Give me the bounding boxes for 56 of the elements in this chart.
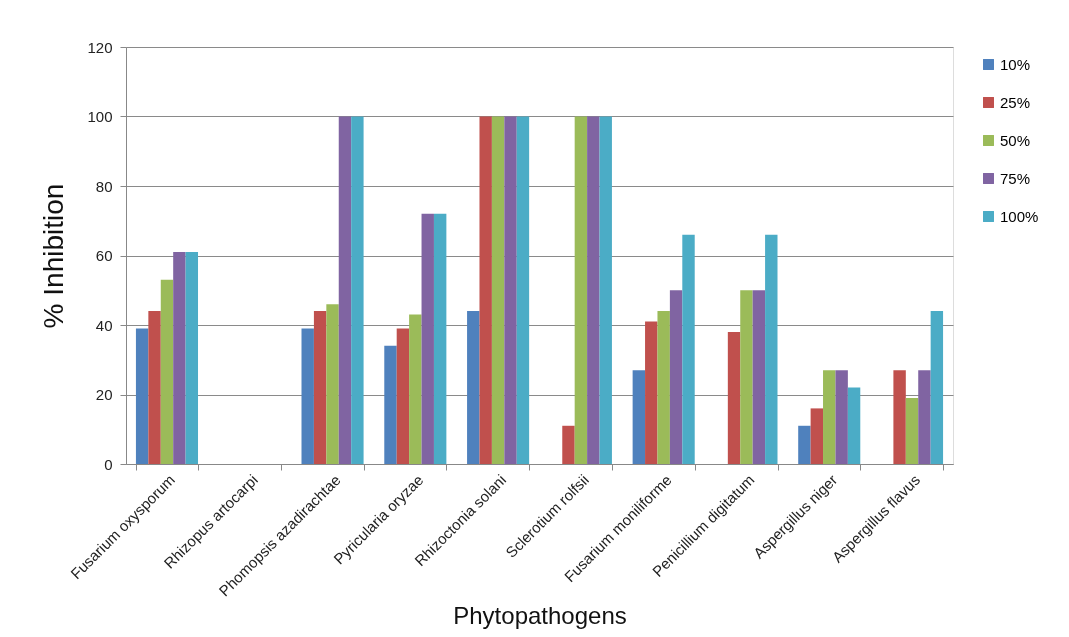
bar	[433, 213, 447, 464]
bar	[847, 387, 861, 464]
bar	[351, 116, 364, 464]
legend-label: 75%	[1000, 169, 1031, 187]
bar	[740, 290, 753, 464]
legend-label: 100%	[1000, 207, 1039, 225]
bar	[160, 279, 174, 464]
bar	[918, 370, 931, 464]
bar	[326, 304, 339, 464]
bar	[682, 234, 695, 464]
y-axis-title: % Inhibition	[38, 183, 70, 329]
y-tick-label: 0	[104, 455, 113, 473]
bar	[752, 290, 766, 464]
bar	[491, 116, 505, 464]
bar	[823, 370, 836, 464]
y-tick-label: 120	[87, 38, 113, 56]
bar	[338, 116, 352, 464]
y-tick-label: 40	[95, 316, 113, 334]
bar	[409, 314, 422, 464]
bar	[645, 321, 658, 464]
bar	[185, 252, 199, 464]
bar	[599, 116, 612, 464]
bar	[905, 397, 919, 464]
y-tick-label: 60	[95, 247, 113, 264]
bar	[516, 116, 530, 464]
bar	[798, 425, 811, 464]
bar	[504, 116, 517, 464]
bar	[632, 370, 646, 464]
bar	[421, 213, 434, 464]
bar	[148, 311, 161, 464]
bar	[173, 252, 186, 464]
y-tick-label: 20	[95, 386, 113, 403]
bar	[574, 116, 588, 464]
y-tick-label: 80	[95, 177, 113, 195]
x-axis-title: Phytopathogens	[453, 602, 627, 630]
legend-label: 25%	[1000, 93, 1031, 111]
bar	[930, 311, 944, 464]
bar	[893, 370, 906, 464]
bar	[765, 234, 778, 464]
bar	[587, 116, 600, 464]
y-tick-label: 100	[87, 108, 113, 125]
bar	[669, 290, 683, 464]
bar	[479, 116, 492, 464]
bar	[810, 408, 824, 464]
bar	[727, 331, 741, 464]
bar	[384, 345, 397, 464]
bar	[396, 328, 410, 464]
bar	[562, 425, 575, 464]
bar	[313, 311, 327, 464]
bar	[467, 311, 480, 464]
bar	[301, 328, 314, 464]
bar	[135, 328, 149, 464]
bar	[657, 311, 670, 464]
bar	[835, 370, 848, 464]
legend-label: 10%	[1000, 55, 1031, 73]
legend-label: 50%	[1000, 131, 1031, 149]
